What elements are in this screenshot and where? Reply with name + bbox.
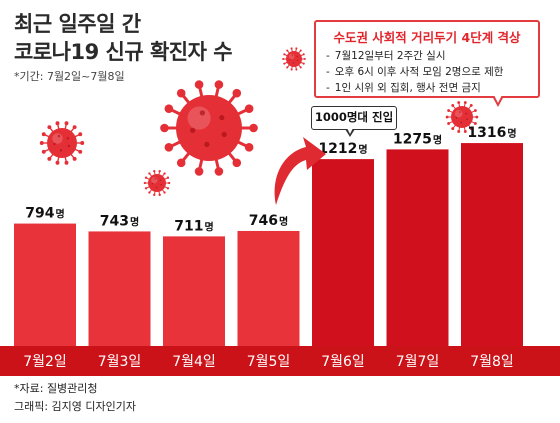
value-label: 743명 [100, 213, 139, 229]
value-labels: 794명 743명 711명 746명 1212명 1275명 1316명 [25, 125, 516, 234]
chart-title-line-1: 최근 일주일 간 [14, 12, 141, 36]
x-tick-label: 7월4일 [172, 354, 216, 370]
x-tick-label: 7월2일 [23, 354, 67, 370]
bar-5 [312, 159, 374, 346]
callout-item: -1인 시위 외 집회, 행사 전면 금지 [326, 82, 481, 94]
x-tick-label: 7월7일 [396, 354, 440, 370]
x-tick-label: 7월8일 [470, 354, 514, 370]
virus-icon [282, 47, 306, 71]
virus-icon [39, 121, 85, 165]
virus-icon [445, 101, 479, 133]
bars [14, 143, 523, 346]
source-note: *자료: 질병관리청 [14, 382, 98, 395]
bar-6 [386, 149, 449, 346]
x-tick-label: 7월3일 [98, 354, 142, 370]
graphic-credit: 그래픽: 김지영 디자인기자 [14, 400, 137, 413]
value-label: 1212명 [318, 141, 367, 157]
value-label: 1275명 [393, 131, 442, 147]
x-axis-band [0, 346, 560, 376]
value-label: 794명 [25, 206, 64, 222]
bar-2 [88, 231, 151, 346]
bar-1 [14, 223, 76, 346]
value-label: 711명 [174, 218, 213, 234]
chart-title-line-2: 코로나19 신규 확진자 수 [14, 40, 233, 64]
chart-subtitle: *기간: 7월2일~7월8일 [14, 70, 125, 83]
x-axis-labels: 7월2일 7월3일 7월4일 7월5일 7월6일 7월7일 7월8일 [23, 354, 514, 370]
value-label: 1316명 [467, 125, 516, 141]
value-label: 746명 [249, 213, 288, 229]
bar-7 [461, 143, 523, 346]
callout-list: -7월12일부터 2주간 실시 - 오후 6시 이후 사적 모임 2명으로 제한 … [326, 48, 503, 96]
callout-title: 수도권 사회적 거리두기 4단계 격상 [333, 30, 521, 45]
bar-4 [237, 230, 300, 346]
callout-item: -7월12일부터 2주간 실시 [326, 50, 446, 62]
x-tick-label: 7월5일 [247, 354, 291, 370]
virus-icon [160, 80, 258, 176]
bar-3 [163, 236, 225, 346]
measures-callout: 수도권 사회적 거리두기 4단계 격상 -7월12일부터 2주간 실시 - 오후 … [314, 20, 540, 98]
callout-item: - 오후 6시 이후 사적 모임 2명으로 제한 [326, 66, 504, 78]
virus-decorations [39, 47, 479, 197]
trend-arrow-icon [274, 137, 326, 205]
virus-icon [143, 169, 171, 197]
annotation-callout: 1000명대 진입 [311, 106, 397, 130]
x-tick-label: 7월6일 [321, 354, 365, 370]
